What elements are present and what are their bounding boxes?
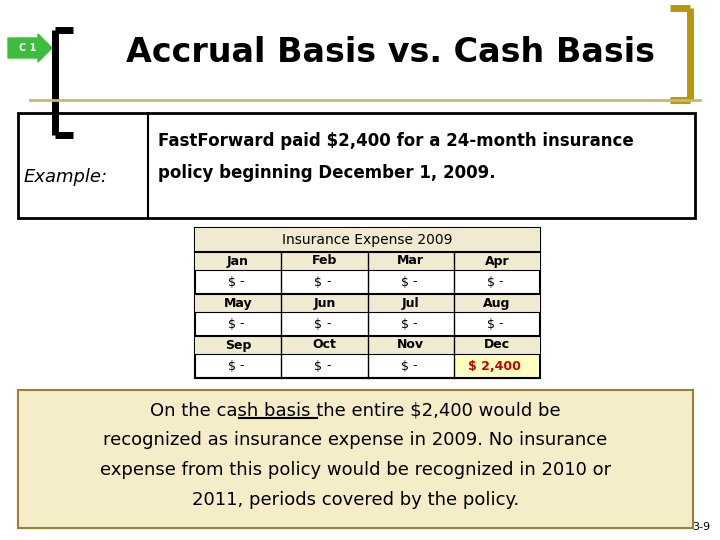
Text: $: $ bbox=[487, 318, 495, 330]
Text: Apr: Apr bbox=[485, 254, 509, 267]
Text: Aug: Aug bbox=[483, 296, 510, 309]
Text: -: - bbox=[326, 275, 330, 288]
Text: $: $ bbox=[228, 360, 236, 373]
Text: Mar: Mar bbox=[397, 254, 424, 267]
Text: -: - bbox=[240, 360, 244, 373]
Text: $: $ bbox=[228, 318, 236, 330]
Text: -: - bbox=[413, 275, 417, 288]
Bar bbox=[195, 336, 540, 354]
Text: $: $ bbox=[315, 318, 323, 330]
Text: $: $ bbox=[228, 275, 236, 288]
Text: $: $ bbox=[487, 275, 495, 288]
Bar bbox=[455, 354, 539, 378]
Text: -: - bbox=[240, 275, 244, 288]
Text: Oct: Oct bbox=[312, 339, 336, 352]
Text: Jul: Jul bbox=[402, 296, 420, 309]
Bar bbox=[195, 294, 540, 312]
Polygon shape bbox=[8, 34, 52, 62]
Text: Jun: Jun bbox=[313, 296, 336, 309]
Text: -: - bbox=[326, 360, 330, 373]
Text: Example:: Example: bbox=[24, 168, 108, 186]
Text: C 1: C 1 bbox=[19, 43, 37, 53]
Bar bbox=[18, 113, 695, 218]
Text: -: - bbox=[326, 318, 330, 330]
Text: policy beginning December 1, 2009.: policy beginning December 1, 2009. bbox=[158, 164, 495, 182]
Text: $: $ bbox=[315, 360, 323, 373]
Text: Dec: Dec bbox=[484, 339, 510, 352]
Text: Jan: Jan bbox=[227, 254, 249, 267]
Text: Nov: Nov bbox=[397, 339, 424, 352]
Text: -: - bbox=[413, 360, 417, 373]
Bar bbox=[195, 228, 540, 378]
Bar bbox=[18, 390, 693, 528]
Bar bbox=[195, 252, 540, 270]
Text: recognized as insurance expense in 2009. No insurance: recognized as insurance expense in 2009.… bbox=[104, 431, 608, 449]
Text: expense from this policy would be recognized in 2010 or: expense from this policy would be recogn… bbox=[100, 461, 611, 479]
Text: -: - bbox=[499, 275, 503, 288]
Text: Accrual Basis vs. Cash Basis: Accrual Basis vs. Cash Basis bbox=[125, 36, 654, 69]
Text: FastForward paid $2,400 for a 24-month insurance: FastForward paid $2,400 for a 24-month i… bbox=[158, 132, 634, 150]
Text: -: - bbox=[413, 318, 417, 330]
Text: $ 2,400: $ 2,400 bbox=[469, 360, 521, 373]
Text: 3-9: 3-9 bbox=[692, 522, 710, 532]
Bar bbox=[195, 228, 540, 252]
Text: Sep: Sep bbox=[225, 339, 251, 352]
Text: $: $ bbox=[400, 318, 409, 330]
Text: -: - bbox=[240, 318, 244, 330]
Text: $: $ bbox=[400, 360, 409, 373]
Text: -: - bbox=[499, 318, 503, 330]
Text: May: May bbox=[224, 296, 253, 309]
Text: $: $ bbox=[315, 275, 323, 288]
Text: 2011, periods covered by the policy.: 2011, periods covered by the policy. bbox=[192, 491, 519, 509]
Text: On the cash basis the entire $2,400 would be: On the cash basis the entire $2,400 woul… bbox=[150, 401, 561, 419]
Text: $: $ bbox=[400, 275, 409, 288]
Text: Insurance Expense 2009: Insurance Expense 2009 bbox=[282, 233, 453, 247]
Text: Feb: Feb bbox=[312, 254, 337, 267]
